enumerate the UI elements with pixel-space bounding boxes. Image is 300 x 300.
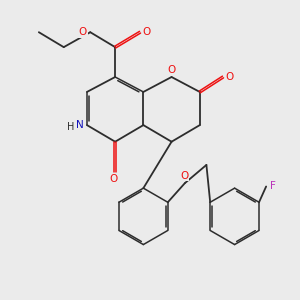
Text: N: N — [76, 120, 84, 130]
Text: F: F — [270, 182, 276, 191]
Text: O: O — [142, 27, 151, 37]
Text: O: O — [110, 174, 118, 184]
Text: O: O — [226, 72, 234, 82]
Text: O: O — [181, 171, 189, 181]
Text: O: O — [167, 65, 176, 75]
Text: O: O — [79, 27, 87, 37]
Text: H: H — [67, 122, 75, 132]
